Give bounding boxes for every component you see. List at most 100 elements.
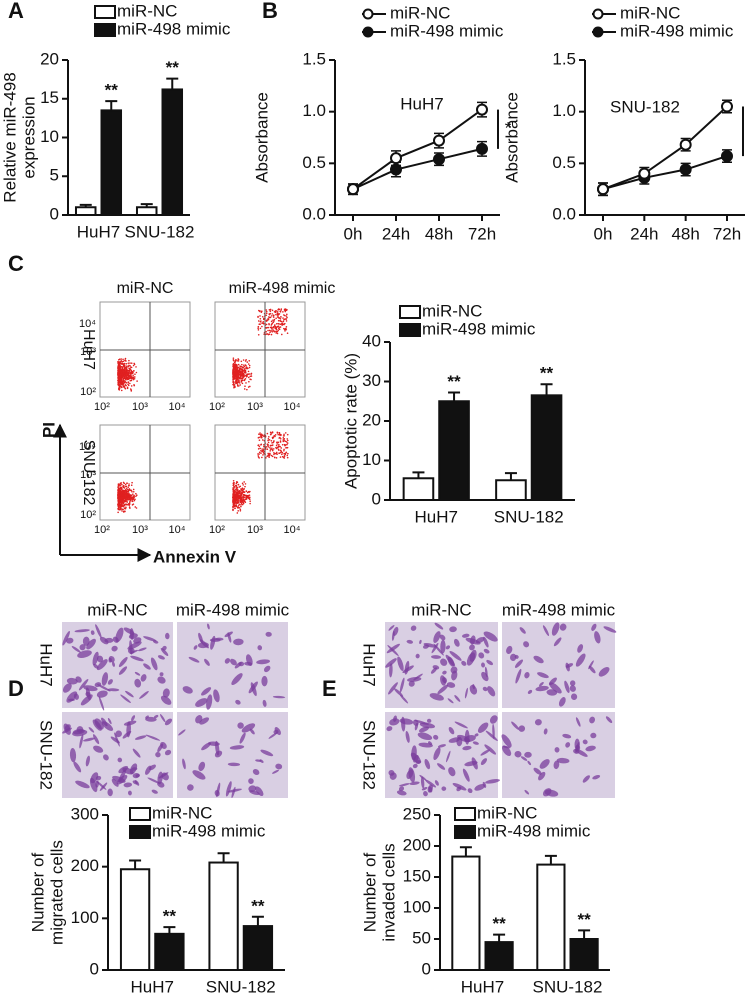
flow-dot (263, 446, 265, 448)
flow-dot (121, 381, 123, 383)
flow-x-tick: 10⁴ (169, 524, 186, 536)
flow-dot (259, 432, 261, 434)
flow-dot (282, 456, 284, 458)
flow-dot (121, 368, 123, 370)
y-axis-label: Absorbance (252, 92, 271, 183)
bar (102, 110, 122, 215)
flow-dot (270, 434, 272, 436)
flow-dot (245, 499, 247, 501)
flow-dot (126, 496, 128, 498)
flow-dot (249, 367, 251, 369)
flow-dot (276, 443, 278, 445)
flow-dot (280, 440, 282, 442)
image-column-label: miR-498 mimic (502, 600, 616, 619)
x-tick-label: 0h (594, 224, 613, 243)
y-tick-label: 5 (50, 166, 59, 185)
bar (439, 401, 469, 500)
flow-dot (127, 388, 129, 390)
flow-dot (275, 317, 277, 319)
flow-dot (120, 501, 122, 503)
flow-dot (284, 445, 286, 447)
flow-dot (245, 372, 247, 374)
flow-dot (245, 382, 247, 384)
flow-y-tick: 10³ (80, 469, 96, 481)
flow-dot (274, 331, 276, 333)
flow-dot (274, 324, 276, 326)
flow-dot (232, 482, 234, 484)
x-tick-label: 72h (468, 224, 496, 243)
flow-dot (241, 493, 243, 495)
flow-y-tick: 10⁴ (79, 318, 96, 330)
flow-dot (272, 432, 274, 434)
flow-dot (260, 321, 262, 323)
flow-dot (275, 447, 277, 449)
flow-dot (286, 455, 288, 457)
flow-dot (128, 493, 130, 495)
y-tick-label: 50 (412, 928, 431, 947)
flow-dot (238, 493, 240, 495)
flow-dot (244, 379, 246, 381)
flow-dot (283, 450, 285, 452)
flow-dot (249, 378, 251, 380)
flow-dot (236, 383, 238, 385)
flow-dot (235, 494, 237, 496)
flow-dot (126, 367, 128, 369)
flow-dot (132, 375, 134, 377)
flow-dot (121, 504, 123, 506)
flow-dot (125, 493, 127, 495)
legend-label: miR-498 mimic (117, 19, 231, 38)
flow-dot (232, 384, 234, 386)
flow-dot (118, 484, 120, 486)
flow-dot (124, 378, 126, 380)
flow-dot (275, 434, 277, 436)
flow-dot (129, 362, 131, 364)
flow-dot (242, 383, 244, 385)
flow-dot (128, 504, 130, 506)
legend-swatch (400, 324, 420, 336)
flow-x-tick: 10² (209, 524, 225, 536)
flow-dot (126, 501, 128, 503)
flow-y-tick: 10² (80, 386, 96, 398)
flow-dot (119, 358, 121, 360)
flow-dot (239, 490, 241, 492)
flow-dot (280, 452, 282, 454)
flow-dot (243, 502, 245, 504)
bar (452, 857, 479, 970)
flow-x-tick: 10³ (247, 401, 263, 413)
flow-dot (129, 375, 131, 377)
flow-dot (269, 447, 271, 449)
y-axis-label: Apoptotic rate (%) (341, 353, 360, 489)
flow-dot (282, 317, 284, 319)
flow-dot (271, 326, 273, 328)
flow-dot (259, 452, 261, 454)
flow-dot (241, 364, 243, 366)
flow-dot (236, 487, 238, 489)
legend-label: miR-NC (477, 803, 537, 822)
flow-dot (249, 365, 251, 367)
flow-dot (258, 323, 260, 325)
error-bar (218, 853, 230, 862)
legend-label: miR-498 mimic (390, 21, 504, 40)
flow-dot (123, 492, 125, 494)
x-tick-label: SNU-182 (533, 977, 603, 996)
flow-y-tick: 10² (80, 509, 96, 521)
flow-dot (276, 323, 278, 325)
legend-marker (594, 10, 603, 19)
image-column-label: miR-NC (87, 600, 147, 619)
flow-dot (240, 488, 242, 490)
flow-dot (126, 503, 128, 505)
flow-dot (233, 360, 235, 362)
flow-dot (286, 320, 288, 322)
flow-dot (123, 497, 125, 499)
flow-dot (278, 432, 280, 434)
flow-dot (261, 443, 263, 445)
flow-dot (123, 364, 125, 366)
legend-swatch (130, 826, 150, 838)
x-tick-label: HuH7 (461, 977, 504, 996)
flow-dot (282, 311, 284, 313)
y-tick-label: 1.0 (552, 101, 576, 120)
flow-dot (129, 507, 131, 509)
flow-dot (122, 359, 124, 361)
flow-dot (240, 374, 242, 376)
error-bar (460, 847, 472, 856)
